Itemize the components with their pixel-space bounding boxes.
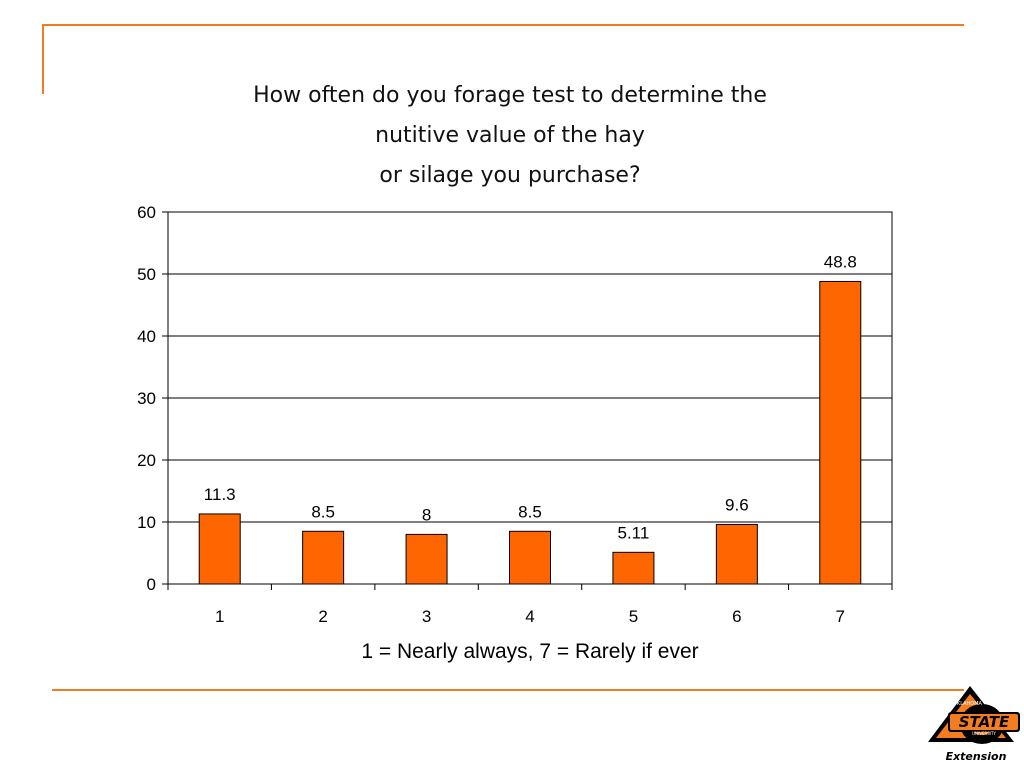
top-accent-line bbox=[42, 24, 964, 26]
bar bbox=[198, 513, 241, 585]
y-tick-label: 40 bbox=[137, 327, 156, 346]
bottom-accent-line bbox=[52, 689, 964, 691]
data-label: 8 bbox=[422, 505, 431, 524]
y-tick-label: 60 bbox=[137, 203, 156, 222]
bar bbox=[405, 533, 448, 585]
left-accent-line bbox=[42, 24, 44, 94]
y-tick-label: 10 bbox=[137, 513, 156, 532]
x-tick-label: 5 bbox=[629, 607, 638, 626]
y-tick-label: 0 bbox=[147, 575, 156, 594]
logo-main-text: STATE bbox=[959, 713, 1010, 731]
y-tick-label: 30 bbox=[137, 389, 156, 408]
bar bbox=[302, 530, 345, 585]
data-label: 48.8 bbox=[824, 252, 857, 271]
logo-sub-text: Extension bbox=[946, 750, 1007, 763]
data-label: 11.3 bbox=[204, 485, 236, 504]
bar bbox=[612, 551, 655, 585]
x-tick-label: 6 bbox=[732, 607, 741, 626]
x-tick-label: 1 bbox=[215, 607, 224, 626]
logo-small-top: OKLAHOMA bbox=[953, 701, 983, 707]
bar-chart: 0 10 20 30 40 50 60 1 11.3 2 8.5 3 8 4 8.5 5 5.11 6 9.6 7 48… bbox=[137, 203, 893, 626]
bar bbox=[715, 523, 758, 585]
x-tick-label: 4 bbox=[525, 607, 534, 626]
y-tick-label: 50 bbox=[137, 265, 156, 284]
data-label: 9.6 bbox=[725, 495, 749, 514]
x-tick-label: 7 bbox=[836, 607, 845, 626]
data-label: 8.5 bbox=[311, 502, 335, 521]
x-tick-label: 3 bbox=[422, 607, 431, 626]
bar bbox=[819, 280, 862, 585]
x-axis-label: 1 = Nearly always, 7 = Rarely if ever bbox=[361, 640, 699, 663]
osu-extension-logo: OKLAHOMA STATE UNIVERSITY Extension bbox=[928, 686, 1020, 763]
y-tick-label: 20 bbox=[137, 451, 156, 470]
data-label: 5.11 bbox=[618, 523, 650, 542]
x-tick-label: 2 bbox=[318, 607, 327, 626]
bar bbox=[509, 530, 551, 585]
chart-title: How often do you forage test to determin… bbox=[253, 83, 767, 188]
data-label: 8.5 bbox=[518, 502, 542, 521]
logo-small-bottom: UNIVERSITY bbox=[972, 731, 996, 736]
